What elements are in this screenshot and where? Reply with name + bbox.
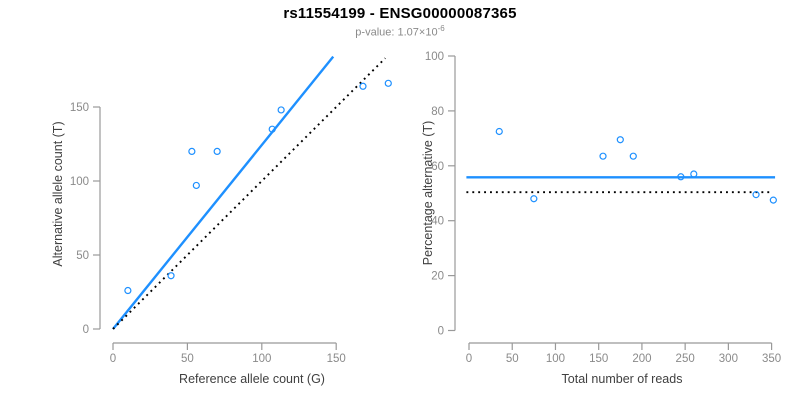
x-tick-label: 50 [506, 353, 519, 365]
data-point [495, 127, 503, 136]
y-tick-label: 80 [431, 106, 444, 118]
y-tick-label: 60 [431, 161, 444, 173]
data-point [213, 147, 221, 155]
y-tick-label: 0 [438, 326, 444, 338]
p-value-text: p-value: 1.07×10 [355, 26, 438, 39]
data-point [616, 136, 624, 144]
right-plot-group: 0 20 40 60 80 100 0 50 100 150 200 250 300 350 Total n… [421, 51, 781, 386]
x-tick-label: 100 [252, 353, 271, 365]
figure-subtitle: p-value: 1.07×10-6 [0, 24, 800, 39]
y-tick-label: 100 [425, 51, 444, 63]
y-tick-label: 150 [70, 102, 89, 114]
x-axis-title: Total number of reads [562, 372, 683, 386]
p-value-exponent: -6 [437, 24, 445, 33]
x-tick-label: 0 [110, 353, 116, 365]
x-tick-label: 300 [719, 353, 738, 365]
data-point [599, 152, 607, 160]
fit-line [112, 55, 335, 330]
y-axis-title: Percentage alternative (T) [421, 121, 435, 266]
data-point [752, 191, 760, 199]
y-tick-label: 40 [431, 216, 444, 228]
x-tick-label: 100 [546, 353, 565, 365]
y-tick-label: 100 [70, 176, 89, 188]
data-point [268, 125, 276, 133]
data-point [677, 173, 685, 181]
data-point [192, 181, 200, 190]
x-tick-label: 150 [589, 353, 608, 365]
data-point [629, 152, 637, 160]
data-point [690, 170, 698, 178]
data-point [530, 195, 538, 203]
data-point [769, 196, 777, 204]
y-tick-label: 50 [76, 250, 89, 262]
data-point [188, 147, 196, 155]
identity-line [112, 57, 386, 330]
x-tick-label: 150 [327, 353, 346, 365]
x-tick-label: 200 [632, 353, 651, 365]
y-tick-label: 0 [83, 324, 89, 336]
y-tick-label: 20 [431, 271, 444, 283]
x-tick-label: 50 [181, 353, 194, 365]
x-tick-label: 350 [762, 353, 781, 365]
figure-title: rs11554199 - ENSG00000087365 [283, 5, 517, 22]
x-tick-label: 0 [466, 353, 472, 365]
y-axis-title: Alternative allele count (T) [51, 121, 65, 266]
data-point [124, 286, 132, 295]
data-point [359, 82, 367, 90]
data-point [167, 272, 175, 280]
data-point [384, 79, 392, 87]
data-point [277, 106, 285, 114]
x-tick-label: 250 [676, 353, 695, 365]
x-axis-title: Reference allele count (G) [179, 372, 325, 386]
